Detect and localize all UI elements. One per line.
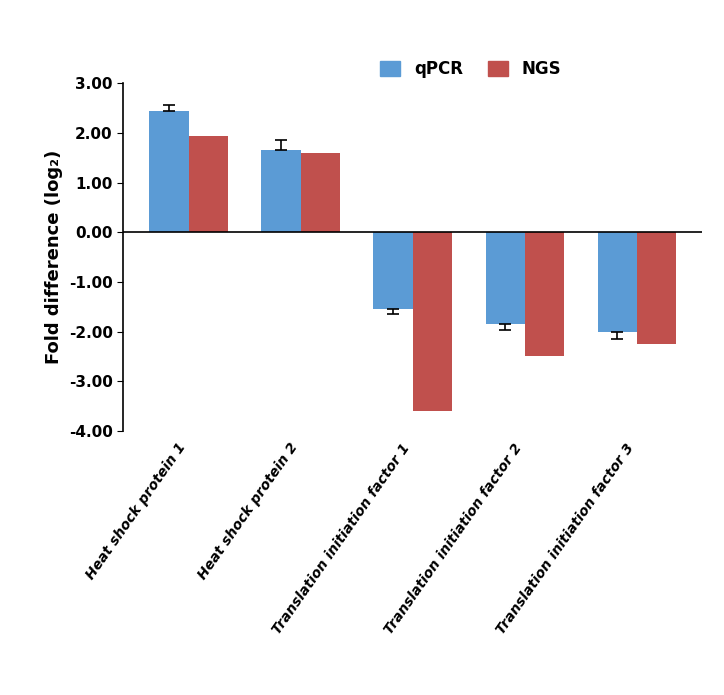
Bar [525, 232, 564, 357]
Bar [374, 232, 413, 309]
Y-axis label: Fold difference (log₂): Fold difference (log₂) [45, 150, 63, 364]
Bar [300, 153, 340, 232]
Bar [413, 232, 452, 411]
Bar [597, 232, 636, 332]
Bar [261, 150, 300, 232]
Legend: qPCR, NGS: qPCR, NGS [377, 57, 564, 81]
Bar [486, 232, 525, 324]
Bar [636, 232, 676, 344]
Bar [189, 136, 228, 232]
Bar [149, 111, 189, 232]
